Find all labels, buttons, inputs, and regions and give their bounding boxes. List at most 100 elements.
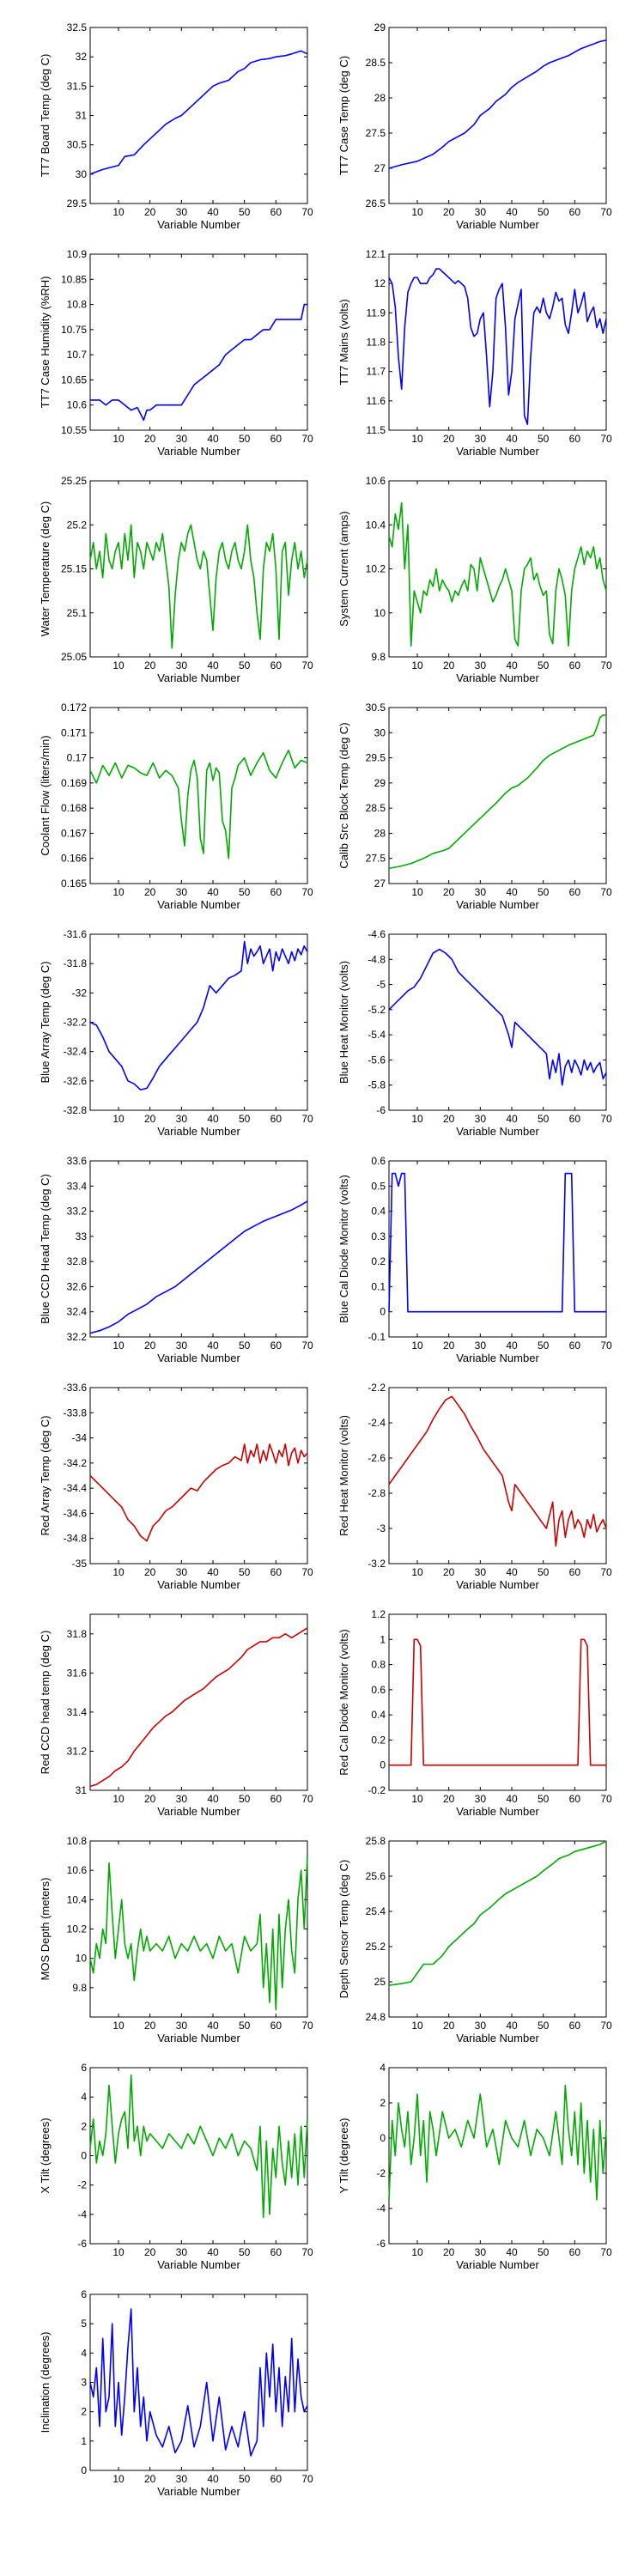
x-tick-label: 40 bbox=[506, 2020, 518, 2032]
x-tick-label: 10 bbox=[411, 659, 423, 671]
x-tick-label: 40 bbox=[506, 206, 518, 218]
x-tick-label: 30 bbox=[475, 433, 487, 445]
x-tick-label: 40 bbox=[506, 659, 518, 671]
x-tick-label: 50 bbox=[538, 1566, 550, 1578]
x-tick-label: 50 bbox=[538, 206, 550, 218]
x-tick-label: 60 bbox=[270, 1793, 283, 1805]
x-tick-label: 60 bbox=[270, 2473, 283, 2485]
y-axis-label: Water Temperature (deg C) bbox=[39, 501, 52, 637]
y-tick-label: 0.171 bbox=[61, 726, 87, 738]
subplot-4: 10 20 30 40 50 60 70 11.5 11.6 11.7 11.8 11.9 12 12.1… bbox=[337, 248, 612, 458]
subplot-8: 10 20 30 40 50 60 70 27 27.5 28 28.5 29 29.5 30 30.5 Va… bbox=[337, 702, 612, 911]
subplot-15: 10 20 30 40 50 60 70 31 31.2 31.4 31.6 31.8 Variable… bbox=[39, 1613, 313, 1818]
y-tick-label: -5.2 bbox=[368, 1004, 386, 1016]
plot-frame bbox=[89, 707, 308, 884]
x-tick-label: 50 bbox=[239, 433, 251, 445]
y-tick-label: -2 bbox=[376, 2167, 386, 2179]
x-tick-label: 20 bbox=[443, 2020, 455, 2032]
x-tick-label: 70 bbox=[301, 206, 313, 218]
x-tick-label: 40 bbox=[506, 1340, 518, 1352]
x-tick-label: 30 bbox=[176, 2020, 188, 2032]
y-tick-label: 27.5 bbox=[366, 853, 386, 865]
subplot-1: 10 20 30 40 50 60 70 29.5 30 30.5 31 31.5 32 32.5 Vari… bbox=[39, 21, 313, 231]
y-tick-label: -33.6 bbox=[64, 1382, 88, 1394]
y-tick-label: -34.8 bbox=[64, 1533, 88, 1545]
y-tick-label: -32.2 bbox=[64, 1017, 88, 1029]
y-tick-label: 10.4 bbox=[67, 1893, 88, 1905]
x-tick-label: 10 bbox=[112, 659, 125, 671]
y-tick-label: 30 bbox=[76, 168, 88, 180]
y-tick-label: 2 bbox=[81, 2120, 87, 2132]
y-tick-label: -3 bbox=[376, 1522, 386, 1534]
x-tick-label: 10 bbox=[112, 886, 125, 898]
y-tick-label: -0.2 bbox=[368, 1784, 386, 1796]
y-tick-label: -35 bbox=[72, 1558, 88, 1570]
x-tick-label: 20 bbox=[443, 1340, 455, 1352]
y-tick-label: -31.6 bbox=[64, 928, 88, 940]
y-tick-label: 10.6 bbox=[67, 399, 88, 411]
y-tick-label: 31.4 bbox=[67, 1706, 88, 1718]
y-tick-label: 10.7 bbox=[67, 349, 88, 361]
x-tick-label: 50 bbox=[239, 1566, 251, 1578]
x-tick-label: 70 bbox=[301, 659, 313, 671]
x-tick-label: 50 bbox=[239, 1793, 251, 1805]
subplot-11: 10 20 30 40 50 60 70 32.2 32.4 32.6 32.8 33 33.2 33.4… bbox=[39, 1155, 313, 1364]
series-line bbox=[89, 940, 308, 1091]
subplot-6: 10 20 30 40 50 60 70 9.8 10 10.2 10.4 10.6 Variable … bbox=[337, 475, 612, 684]
y-tick-label: 0.4 bbox=[371, 1206, 386, 1218]
subplot-12: 10 20 30 40 50 60 70 -0.1 0 0.1 0.2 0.3 0.4 0.5 0.6 Var… bbox=[337, 1155, 612, 1364]
y-tick-label: 31 bbox=[76, 110, 88, 122]
y-tick-label: 29 bbox=[374, 777, 386, 789]
y-tick-label: 4 bbox=[380, 2062, 386, 2074]
x-tick-label: 20 bbox=[443, 659, 455, 671]
y-tick-label: -4.6 bbox=[368, 928, 386, 940]
x-tick-label: 60 bbox=[270, 433, 283, 445]
series-line bbox=[90, 303, 307, 422]
x-tick-label: 10 bbox=[112, 2020, 125, 2032]
y-axis-label: Coolant Flow (liters/min) bbox=[39, 735, 52, 855]
plot-frame bbox=[89, 253, 308, 431]
x-axis-label: Variable Number bbox=[456, 1578, 539, 1591]
x-tick-label: 50 bbox=[538, 886, 550, 898]
y-axis-label: MOS Depth (meters) bbox=[39, 1878, 52, 1981]
x-tick-label: 60 bbox=[270, 206, 283, 218]
x-tick-label: 20 bbox=[443, 1566, 455, 1578]
x-tick-label: 60 bbox=[569, 659, 581, 671]
x-tick-label: 30 bbox=[475, 659, 487, 671]
y-tick-label: -33.8 bbox=[64, 1406, 88, 1419]
series-line bbox=[388, 948, 607, 1086]
y-tick-label: -34.2 bbox=[64, 1457, 88, 1469]
y-tick-label: 27 bbox=[374, 878, 386, 890]
y-tick-label: 28 bbox=[374, 827, 386, 839]
x-tick-label: 20 bbox=[144, 2020, 156, 2032]
x-tick-label: 40 bbox=[207, 659, 219, 671]
y-tick-label: -4.8 bbox=[368, 953, 386, 965]
x-tick-label: 30 bbox=[176, 433, 188, 445]
y-axis-label: X Tilt (degrees) bbox=[39, 2117, 52, 2193]
x-tick-label: 40 bbox=[506, 1566, 518, 1578]
x-tick-label: 60 bbox=[270, 886, 283, 898]
y-tick-label: 6 bbox=[81, 2062, 87, 2074]
x-tick-label: 20 bbox=[443, 433, 455, 445]
y-tick-label: -5.4 bbox=[368, 1029, 386, 1041]
y-axis-label: TT7 Mains (volts) bbox=[337, 299, 350, 385]
x-tick-label: 50 bbox=[239, 886, 251, 898]
x-tick-label: 30 bbox=[176, 206, 188, 218]
plot-frame bbox=[89, 2067, 308, 2245]
y-tick-label: 10.75 bbox=[61, 324, 87, 336]
y-tick-label: 10.2 bbox=[67, 1923, 88, 1935]
plot-frame bbox=[388, 933, 607, 1111]
x-tick-label: 60 bbox=[569, 1793, 581, 1805]
y-tick-label: 6 bbox=[81, 2288, 87, 2300]
x-tick-label: 10 bbox=[411, 2020, 423, 2032]
x-tick-label: 10 bbox=[112, 206, 125, 218]
y-tick-label: -32.8 bbox=[64, 1104, 88, 1116]
y-tick-label: 31.6 bbox=[67, 1667, 88, 1679]
series-line bbox=[89, 1627, 308, 1788]
y-tick-label: -32 bbox=[72, 987, 88, 999]
y-tick-label: 11.8 bbox=[367, 337, 386, 349]
y-tick-label: -6 bbox=[77, 2238, 87, 2250]
y-tick-label: -31.8 bbox=[64, 957, 88, 969]
y-tick-label: 0.17 bbox=[67, 752, 88, 764]
x-tick-label: 10 bbox=[112, 2473, 125, 2485]
